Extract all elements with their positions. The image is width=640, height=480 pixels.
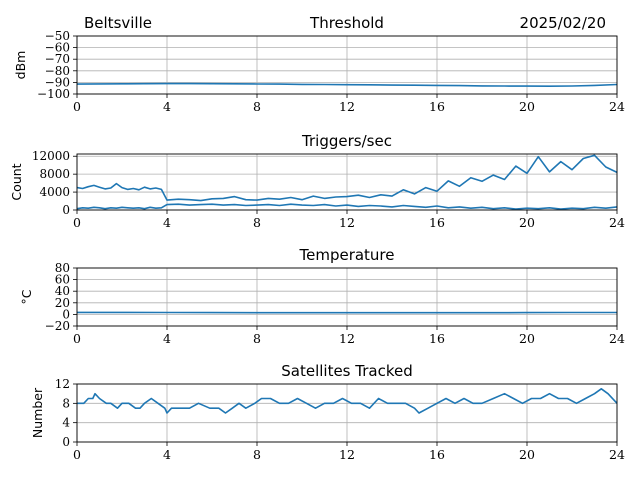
series-line-0 (76, 82, 618, 87)
y-tick-label: −50 (45, 29, 70, 43)
x-tick-label: 12 (339, 447, 355, 462)
chart-title: Triggers/sec (301, 132, 392, 150)
x-tick-label: 24 (609, 447, 625, 462)
x-tick-label: 24 (609, 215, 625, 230)
x-tick-label: 8 (253, 447, 261, 462)
y-tick-label: 12000 (32, 149, 70, 163)
x-tick-label: 8 (253, 99, 261, 114)
y-tick-label: 0 (62, 435, 70, 449)
y-tick-label: 20 (55, 296, 70, 310)
y-tick-label: −70 (45, 52, 70, 66)
x-tick-label: 16 (429, 215, 445, 230)
x-tick-label: 12 (339, 99, 355, 114)
x-tick-label: 20 (519, 447, 535, 462)
x-tick-label: 0 (73, 99, 81, 114)
x-tick-label: 12 (339, 215, 355, 230)
y-tick-label: 80 (55, 261, 70, 275)
x-tick-label: 16 (429, 99, 445, 114)
y-tick-label: −60 (45, 41, 70, 55)
x-tick-label: 8 (253, 215, 261, 230)
date-label: 2025/02/20 (520, 14, 606, 32)
site-name: Beltsville (84, 14, 152, 32)
y-axis-label: °C (19, 289, 34, 304)
x-tick-label: 4 (163, 331, 171, 346)
y-axis-label: Number (30, 387, 45, 438)
y-tick-label: 60 (55, 273, 70, 287)
series-line-1 (76, 203, 618, 210)
series-line-0 (77, 387, 618, 414)
chart-title: Threshold (309, 14, 384, 32)
x-tick-label: 0 (73, 331, 81, 346)
x-tick-label: 20 (519, 99, 535, 114)
chart-title: Temperature (298, 246, 394, 264)
x-tick-label: 16 (429, 447, 445, 462)
x-tick-label: 0 (73, 447, 81, 462)
panels: Threshold 0 4 8 12 16 20 24 −50−60−70−80−90−100 d… (9, 14, 625, 462)
y-tick-label: 4 (62, 416, 70, 430)
y-tick-label: 4000 (39, 185, 70, 199)
chart-panel-0: Threshold 0 4 8 12 16 20 24 −50−60−70−80−90−100 d… (13, 14, 625, 114)
x-tick-label: 24 (609, 331, 625, 346)
y-tick-label: 12 (55, 377, 70, 391)
y-tick-label: 0 (62, 307, 70, 321)
chart-title: Satellites Tracked (281, 362, 412, 380)
x-tick-label: 24 (609, 99, 625, 114)
y-axis-label: dBm (13, 51, 28, 80)
x-tick-label: 4 (163, 215, 171, 230)
y-tick-label: 40 (55, 284, 70, 298)
chart-panel-3: Satellites Tracked 0 4 8 12 16 20 24 0 4 8 12 Number (30, 362, 625, 462)
y-tick-label: 8000 (39, 167, 70, 181)
x-tick-label: 16 (429, 331, 445, 346)
y-tick-label: −20 (45, 319, 70, 333)
y-tick-label: 0 (62, 203, 70, 217)
x-tick-label: 12 (339, 331, 355, 346)
y-axis-label: Count (9, 163, 24, 200)
y-tick-label: 8 (62, 396, 70, 410)
x-tick-label: 4 (163, 447, 171, 462)
y-tick-label: −100 (37, 87, 70, 101)
chart-panel-1: Triggers/sec 0 4 8 12 16 20 24 0 4000 8000 12000 Cou… (9, 132, 625, 230)
series-line-0 (76, 154, 618, 202)
x-tick-label: 20 (519, 215, 535, 230)
x-tick-label: 4 (163, 99, 171, 114)
x-tick-label: 8 (253, 331, 261, 346)
y-tick-label: −80 (45, 64, 70, 78)
y-tick-label: −90 (45, 75, 70, 89)
x-tick-label: 0 (73, 215, 81, 230)
x-tick-label: 20 (519, 331, 535, 346)
